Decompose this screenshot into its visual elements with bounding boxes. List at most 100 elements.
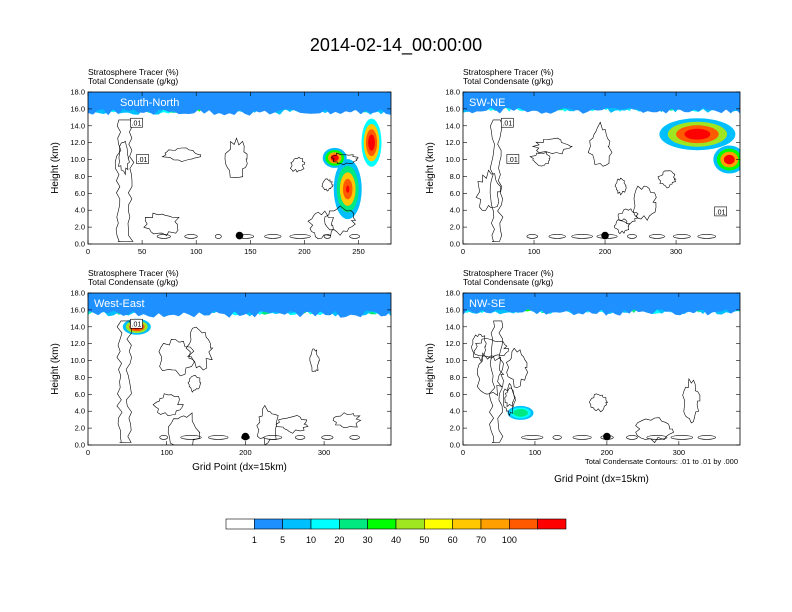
panel-south-north: Stratosphere Tracer (%)Total Condensate … <box>50 67 392 256</box>
condensate-contour <box>502 382 516 417</box>
x-tick-label: 200 <box>599 247 612 256</box>
y-axis-label: Height (km) <box>425 343 436 395</box>
tracer-intrusion <box>684 128 711 140</box>
condensate-contour <box>224 137 248 178</box>
condensate-contour <box>321 435 334 440</box>
condensate-contour <box>526 234 538 239</box>
condensate-contour <box>697 234 717 239</box>
panel-label: West-East <box>94 298 145 310</box>
y-tick-label: 14.0 <box>70 121 85 130</box>
plot-area: .01 .01 .01 <box>463 92 740 244</box>
condensate-contour <box>309 348 320 372</box>
colorbar-swatch <box>537 518 567 530</box>
plot-background <box>88 293 391 445</box>
condensate-contour <box>697 435 716 440</box>
x-axis-label: Grid Point (dx=15km) <box>554 474 649 485</box>
condensate-contour <box>330 152 359 166</box>
x-tick-label: 300 <box>670 247 683 256</box>
y-tick-label: 0.0 <box>450 441 460 450</box>
panel-title-condensate: Total Condensate (g/kg) <box>463 277 553 287</box>
colorbar: 1 5 10 20 30 40 50 60 70 100 <box>225 518 567 545</box>
panel-title-tracer: Stratosphere Tracer (%) <box>463 268 554 278</box>
colorbar-label: 70 <box>476 535 486 545</box>
colorbar-label: 30 <box>363 535 373 545</box>
y-tick-label: 6.0 <box>75 390 85 399</box>
condensate-contour <box>332 412 362 429</box>
condensate-contour <box>167 412 201 445</box>
y-tick-label: 18.0 <box>445 88 460 97</box>
y-tick-label: 12.0 <box>445 339 460 348</box>
contour-label: .01 <box>502 121 512 128</box>
contour-label: .01 <box>132 322 142 329</box>
y-axis-label: Height (km) <box>425 142 436 194</box>
condensate-contour <box>587 121 613 167</box>
y-tick-label: 12.0 <box>70 339 85 348</box>
x-tick-label: 300 <box>318 448 331 457</box>
colorbar-swatch <box>367 518 397 530</box>
plot-background <box>463 293 740 445</box>
condensate-contour <box>471 333 487 363</box>
condensate-contour <box>214 234 222 239</box>
condensate-contour <box>264 234 282 239</box>
condensate-contour <box>649 234 665 239</box>
panel-label: SW-NE <box>469 97 505 109</box>
condensate-contour <box>529 152 551 167</box>
y-tick-label: 12.0 <box>445 138 460 147</box>
condensate-contour <box>323 234 331 239</box>
x-tick-label: 50 <box>138 247 146 256</box>
location-marker <box>601 231 609 240</box>
tracer-band <box>88 293 391 318</box>
colorbar-swatch <box>509 518 538 530</box>
y-tick-label: 8.0 <box>75 373 85 382</box>
y-tick-label: 14.0 <box>445 121 460 130</box>
colorbar-swatch <box>282 518 312 530</box>
x-tick-label: 0 <box>461 448 465 457</box>
contour-label-box <box>130 318 143 329</box>
plot-area <box>463 293 740 445</box>
y-tick-label: 0.0 <box>450 240 460 249</box>
tracer-intrusion <box>368 134 375 151</box>
y-tick-label: 16.0 <box>445 104 460 113</box>
y-tick-label: 6.0 <box>75 189 85 198</box>
panel-label: South-North <box>120 97 179 109</box>
condensate-contour <box>531 137 573 155</box>
condensate-contour <box>635 417 674 444</box>
y-axis-label: Height (km) <box>50 142 61 194</box>
condensate-contour <box>646 435 668 440</box>
condensate-contour <box>657 170 677 189</box>
y-tick-label: 10.0 <box>70 155 85 164</box>
colorbar-swatch <box>452 518 482 530</box>
condensate-contour <box>185 326 214 371</box>
condensate-contour <box>156 234 171 239</box>
y-tick-label: 4.0 <box>450 206 460 215</box>
panels: Stratosphere Tracer (%)Total Condensate … <box>50 67 741 485</box>
y-axis-label: Height (km) <box>50 343 61 395</box>
condensate-contour <box>114 119 135 242</box>
tracer-band <box>463 293 740 316</box>
colorbar-swatch <box>424 518 453 530</box>
y-tick-label: 0.0 <box>75 441 85 450</box>
tracer-intrusion <box>723 154 735 165</box>
tracer-intrusion <box>346 185 350 193</box>
colorbar-label: 60 <box>448 535 458 545</box>
contour-label-box <box>136 154 149 164</box>
condensate-contour <box>571 234 593 239</box>
colorbar-label: 100 <box>502 535 517 545</box>
y-tick-label: 6.0 <box>450 189 460 198</box>
contour-label: .01 <box>132 121 142 128</box>
panel-title-tracer: Stratosphere Tracer (%) <box>463 67 554 77</box>
tracer-intrusion <box>513 408 528 417</box>
y-tick-label: 18.0 <box>70 88 85 97</box>
y-tick-label: 18.0 <box>70 289 85 298</box>
y-tick-label: 4.0 <box>75 206 85 215</box>
x-tick-label: 150 <box>244 247 257 256</box>
location-marker <box>603 432 611 441</box>
x-tick-label: 0 <box>461 247 465 256</box>
y-tick-label: 16.0 <box>70 104 85 113</box>
x-tick-label: 200 <box>298 247 311 256</box>
y-tick-label: 0.0 <box>75 240 85 249</box>
condensate-contour <box>321 178 334 192</box>
condensate-contour <box>488 320 504 443</box>
condensate-contour <box>614 177 627 196</box>
